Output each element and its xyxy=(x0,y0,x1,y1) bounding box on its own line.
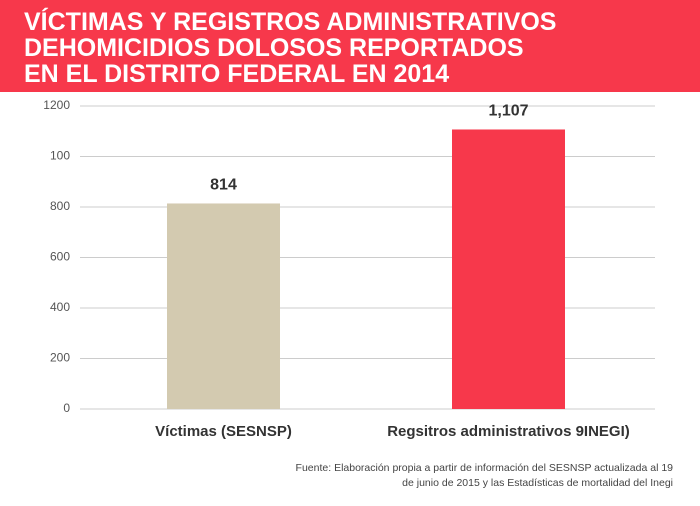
bar xyxy=(167,203,280,409)
y-tick-label: 1200 xyxy=(43,98,70,112)
source-note: Fuente: Elaboración propia a partir de i… xyxy=(296,462,674,474)
value-label: 1,107 xyxy=(488,103,528,120)
chart-title: DEHOMICIDIOS DOLOSOS REPORTADOS xyxy=(24,34,524,62)
bar xyxy=(452,129,565,410)
value-label: 814 xyxy=(210,177,237,194)
y-tick-label: 200 xyxy=(50,351,70,365)
source-note: de junio de 2015 y las Estadísticas de m… xyxy=(402,477,673,489)
y-tick-label: 400 xyxy=(50,300,70,314)
y-tick-label: 600 xyxy=(50,250,70,264)
chart-title: EN EL DISTRITO FEDERAL EN 2014 xyxy=(24,60,449,88)
y-tick-label: 100 xyxy=(50,149,70,163)
x-tick-label: Regsitros administrativos 9INEGI) xyxy=(387,423,630,440)
y-tick-label: 0 xyxy=(63,401,70,415)
header-banner xyxy=(0,0,700,92)
x-tick-label: Víctimas (SESNSP) xyxy=(155,423,292,440)
chart-title: VÍCTIMAS Y REGISTROS ADMINISTRATIVOS xyxy=(24,7,556,36)
y-tick-label: 800 xyxy=(50,199,70,213)
